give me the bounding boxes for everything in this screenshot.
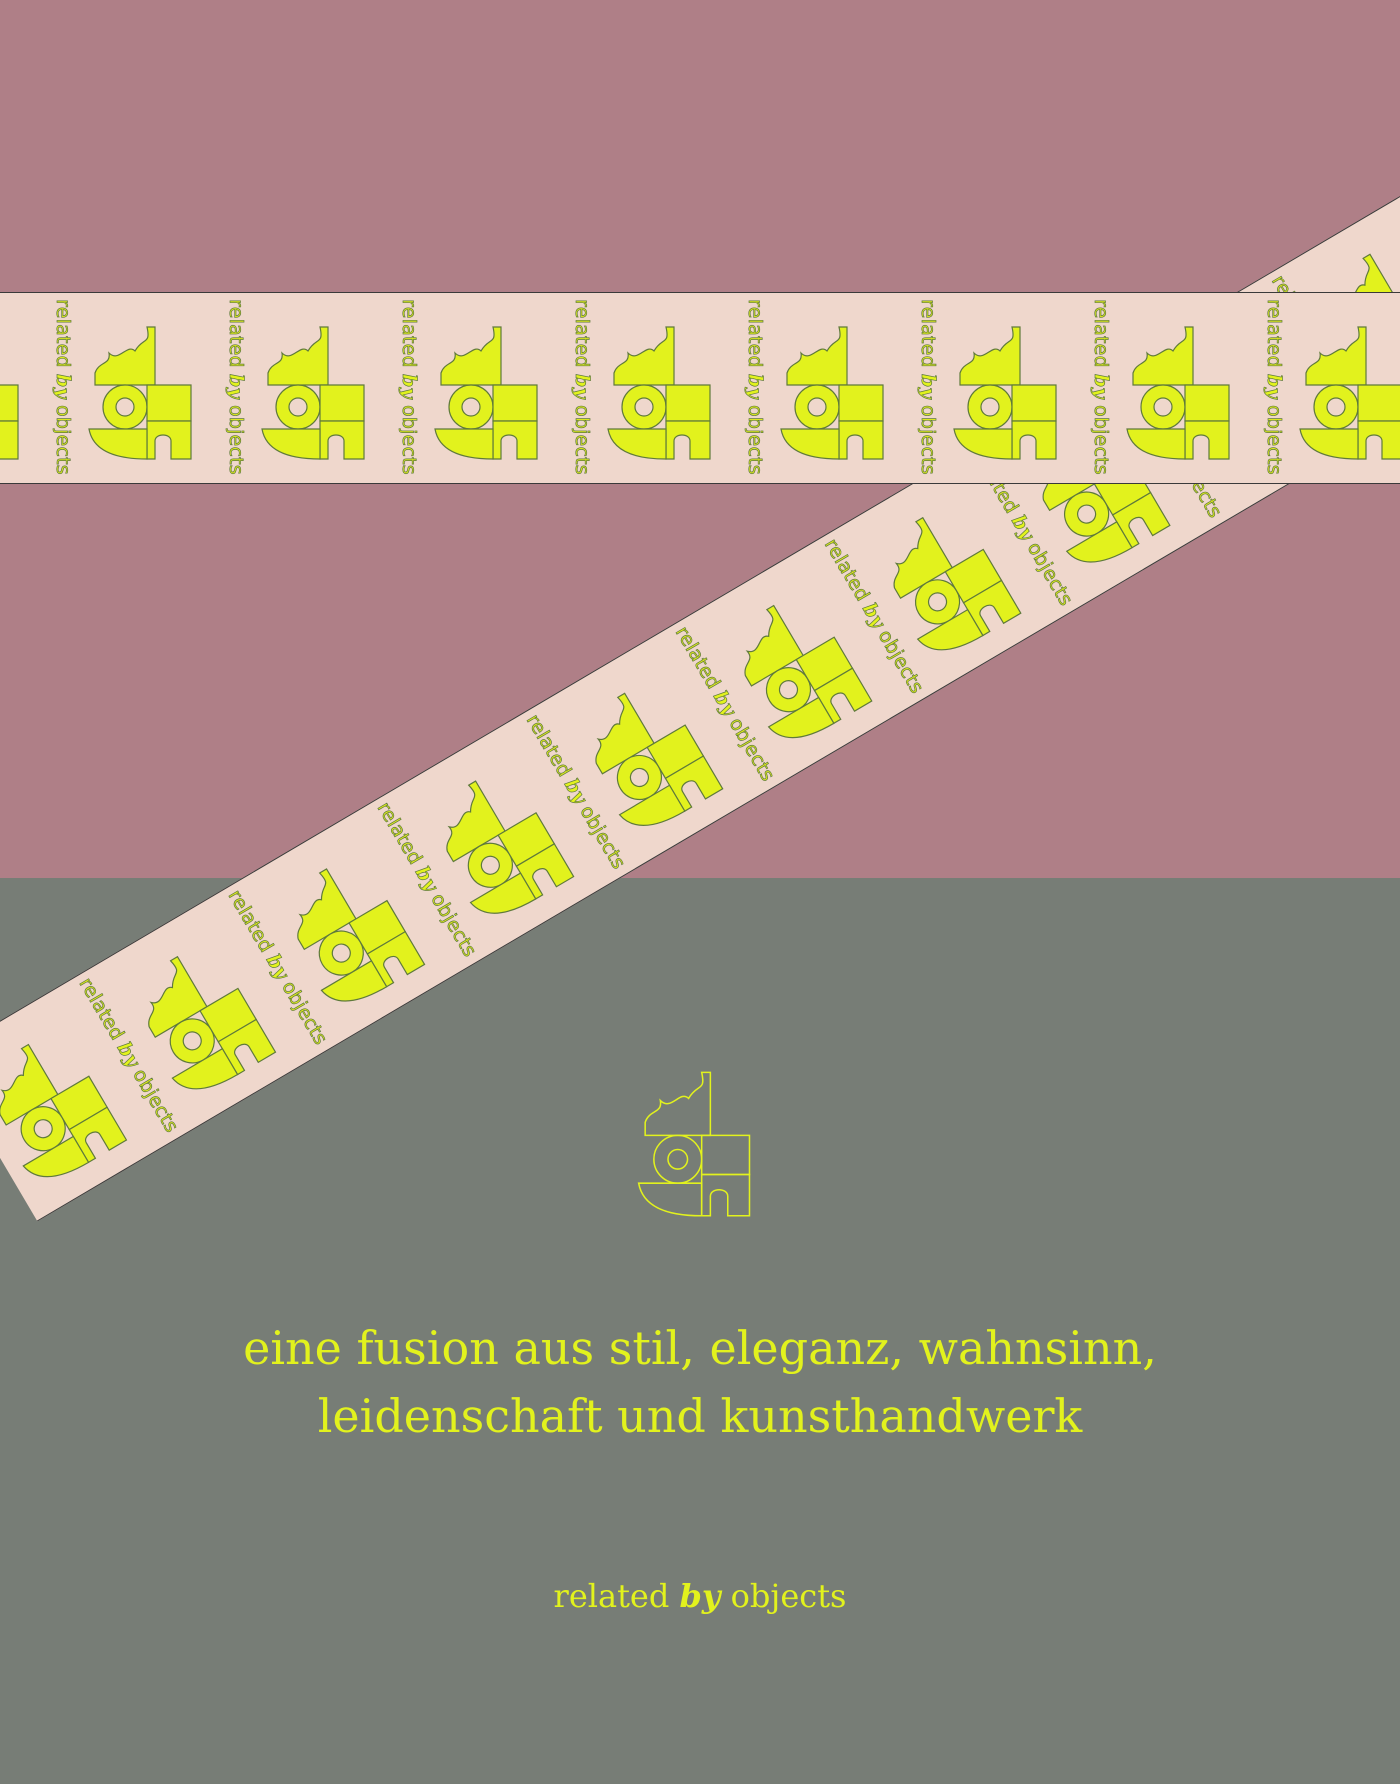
ribbon-tile: related by objects [1244, 293, 1400, 483]
tagline-line-2: leidenschaft und kunsthandwerk [317, 1389, 1083, 1443]
rbo-monogram-icon [607, 326, 711, 460]
ribbon-tile: related by objects [1071, 293, 1244, 483]
ribbon-tile: related by objects [502, 638, 747, 890]
signature-by: by [679, 1577, 721, 1615]
rbo-monogram-icon [744, 604, 873, 739]
rbo-monogram-icon [595, 692, 724, 827]
ribbon-tile: related by objects [651, 550, 896, 802]
rbo-monogram-icon [148, 955, 277, 1090]
brand-signature: related by objects [0, 1577, 1400, 1615]
signature-suffix: objects [720, 1577, 847, 1615]
rbo-monogram-icon [637, 1071, 751, 1217]
rbo-monogram-icon [780, 326, 884, 460]
rbo-monogram-icon [1299, 326, 1400, 460]
ribbon-tile: related by objects [898, 293, 1071, 483]
ribbon-tile: related by objects [33, 293, 206, 483]
ribbon-tile: related by objects [0, 293, 33, 483]
rbo-monogram-icon [1126, 326, 1230, 460]
rbo-monogram-icon [953, 326, 1057, 460]
rbo-monogram-icon [446, 780, 575, 914]
rbo-monogram-icon [88, 326, 192, 460]
ribbon-tile: related by objects [725, 293, 898, 483]
ribbon-tile: related by objects [0, 989, 152, 1221]
tagline: eine fusion aus stil, eleganz, wahnsinn,… [0, 1314, 1400, 1450]
ribbon-tile: related by objects [55, 902, 300, 1154]
horizontal-ribbon: related by objects related by objects rela… [0, 292, 1400, 484]
rbo-monogram-icon [261, 326, 365, 460]
ribbon-tile: related by objects [800, 463, 1045, 715]
ribbon-tile: related by objects [204, 814, 449, 1066]
rbo-monogram-icon [893, 516, 1022, 651]
ribbon-tile: related by objects [353, 726, 598, 978]
rbo-monogram-icon [0, 384, 19, 460]
signature-prefix: related [553, 1577, 680, 1615]
rbo-monogram-icon [434, 326, 538, 460]
tagline-line-1: eine fusion aus stil, eleganz, wahnsinn, [243, 1321, 1157, 1375]
ribbon-tile: related by objects [379, 293, 552, 483]
ribbon-tile: related by objects [206, 293, 379, 483]
rbo-monogram-icon [0, 1043, 128, 1178]
rbo-monogram-icon [297, 868, 426, 1002]
ribbon-tile: related by objects [552, 293, 725, 483]
